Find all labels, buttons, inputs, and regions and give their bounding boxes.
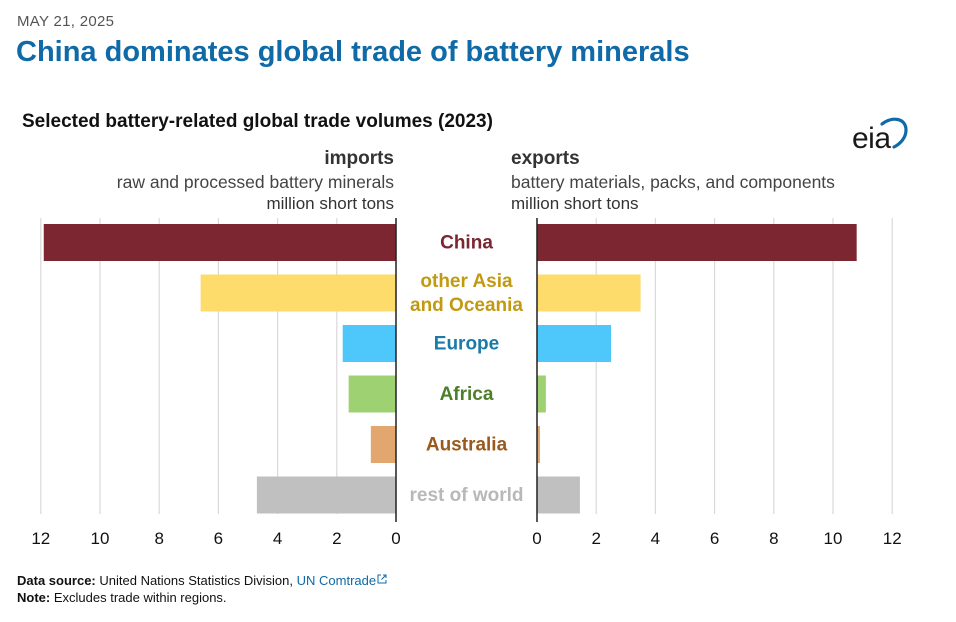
imports-bar (370, 426, 396, 463)
exports-bar (537, 274, 641, 312)
eia-logo-swoosh-icon (880, 117, 908, 149)
data-source-label: Data source: (17, 573, 96, 588)
imports-tick-label: 10 (91, 529, 110, 548)
note-text: Excludes trade within regions. (53, 590, 227, 605)
chart-title: Selected battery-related global trade vo… (22, 111, 493, 132)
imports-tick-label: 2 (332, 529, 341, 548)
category-label: China (440, 233, 493, 254)
exports-tick-label: 2 (591, 529, 600, 548)
category-label: Africa (440, 384, 494, 405)
category-label: Australia (426, 435, 508, 456)
footnote: Note: Excludes trade within regions. (17, 590, 227, 605)
exports-subtitle: battery materials, packs, and components (511, 172, 835, 192)
exports-unit: million short tons (511, 194, 639, 213)
external-link-icon (377, 574, 387, 584)
imports-tick-label: 0 (391, 529, 400, 548)
note-label: Note: (17, 590, 51, 605)
data-source-text: United Nations Statistics Division, (99, 573, 294, 588)
exports-tick-label: 4 (651, 529, 660, 548)
un-comtrade-link[interactable]: UN Comtrade (296, 573, 377, 588)
exports-tick-label: 6 (710, 529, 719, 548)
imports-bar (200, 274, 396, 312)
imports-subtitle: raw and processed battery minerals (116, 172, 394, 192)
imports-tick-label: 4 (273, 529, 282, 548)
imports-header: imports (324, 148, 394, 169)
exports-tick-label: 12 (883, 529, 902, 548)
exports-tick-label: 8 (769, 529, 778, 548)
eia-logo-text: eia (852, 122, 891, 155)
category-label: Europe (434, 334, 499, 355)
imports-bar (342, 325, 396, 362)
exports-bar (537, 426, 540, 463)
exports-tick-label: 0 (532, 529, 541, 548)
imports-tick-label: 6 (214, 529, 223, 548)
category-label: rest of world (409, 485, 523, 506)
exports-bar (537, 476, 580, 514)
imports-unit: million short tons (266, 194, 394, 213)
imports-tick-label: 12 (31, 529, 50, 548)
imports-bar (256, 476, 396, 514)
category-label: other Asia (420, 271, 513, 292)
imports-bar (43, 224, 396, 261)
exports-bar (537, 224, 857, 261)
exports-bar (537, 375, 546, 413)
data-source: Data source: United Nations Statistics D… (17, 573, 387, 588)
page-title: China dominates global trade of battery … (16, 36, 690, 68)
exports-bar (537, 325, 611, 362)
imports-bar (348, 375, 396, 413)
exports-tick-label: 10 (824, 529, 843, 548)
exports-header: exports (511, 148, 580, 169)
category-label: and Oceania (410, 295, 523, 316)
eia-logo[interactable]: eia (848, 114, 912, 158)
publish-date: MAY 21, 2025 (17, 13, 115, 30)
imports-tick-label: 8 (154, 529, 163, 548)
